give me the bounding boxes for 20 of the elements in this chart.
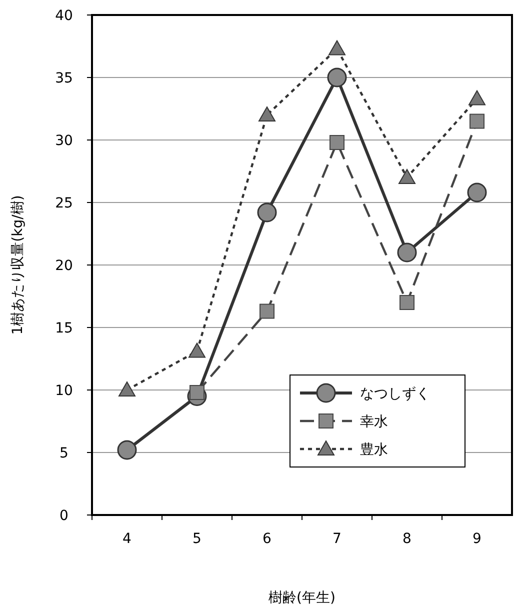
- x-tick-label: 5: [192, 531, 202, 547]
- x-tick-label: 4: [122, 531, 132, 547]
- y-tick-label: 5: [60, 446, 68, 462]
- y-tick-label: 0: [60, 508, 68, 524]
- x-tick-label: 6: [262, 531, 272, 547]
- y-tick-label: 30: [55, 133, 73, 149]
- x-axis-title: 樹齢(年生): [268, 590, 336, 606]
- y-axis-title: 1樹あたり収量(kg/樹): [10, 195, 26, 335]
- legend-label: なつしずく: [360, 386, 430, 402]
- x-tick-label: 8: [402, 531, 412, 547]
- y-tick-label: 20: [55, 258, 73, 274]
- x-tick-label: 7: [332, 531, 342, 547]
- x-tick-label: 9: [472, 531, 482, 547]
- y-tick-label: 10: [55, 383, 73, 399]
- y-tick-label: 25: [55, 196, 73, 212]
- y-tick-label: 35: [55, 70, 73, 86]
- y-tick-label: 15: [55, 320, 73, 336]
- legend-label: 幸水: [360, 414, 388, 430]
- y-tick-label: 40: [55, 8, 73, 24]
- legend-label: 豊水: [360, 442, 388, 458]
